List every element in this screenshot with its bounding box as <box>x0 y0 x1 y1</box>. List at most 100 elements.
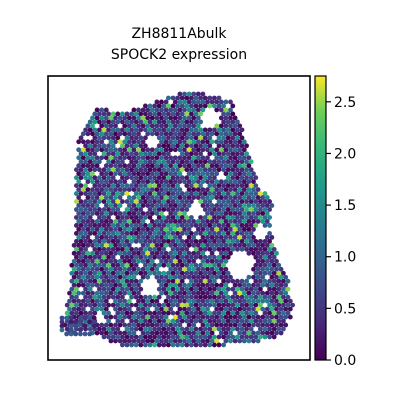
data-point <box>115 294 121 300</box>
data-point <box>163 290 169 296</box>
data-point <box>223 282 229 288</box>
data-point <box>156 143 162 149</box>
data-point <box>269 234 275 240</box>
data-point <box>166 103 171 109</box>
data-point <box>175 302 181 308</box>
data-point <box>76 179 82 185</box>
data-point <box>258 294 263 300</box>
data-point <box>241 330 247 336</box>
data-point <box>262 318 268 324</box>
data-point <box>223 250 229 256</box>
data-point <box>225 135 231 141</box>
data-point <box>80 298 86 304</box>
data-point <box>147 231 153 236</box>
data-point <box>68 315 74 321</box>
data-point <box>184 183 190 189</box>
data-point <box>283 290 289 296</box>
data-point <box>120 215 125 220</box>
data-point <box>131 227 137 232</box>
data-point <box>138 302 144 308</box>
data-point <box>110 223 116 228</box>
data-point <box>168 234 174 240</box>
data-point <box>207 223 213 228</box>
data-point <box>154 314 160 320</box>
data-point <box>149 179 155 185</box>
data-point <box>120 231 125 236</box>
data-point <box>189 95 194 101</box>
data-point <box>251 187 256 192</box>
data-point <box>218 123 224 129</box>
data-point <box>94 195 100 200</box>
data-point <box>117 298 123 304</box>
data-point <box>191 242 197 248</box>
data-point <box>122 234 128 240</box>
data-point <box>97 270 102 276</box>
data-point <box>191 290 197 296</box>
data-point <box>140 227 146 232</box>
data-point <box>97 246 102 252</box>
data-point <box>186 195 192 200</box>
data-point <box>94 282 100 288</box>
data-point <box>97 223 102 228</box>
data-point <box>177 314 183 320</box>
data-point <box>74 294 79 300</box>
data-point <box>106 135 111 141</box>
data-point <box>267 238 272 244</box>
data-point <box>228 314 233 320</box>
data-point <box>202 342 208 348</box>
data-point <box>246 274 252 280</box>
data-point <box>283 322 289 328</box>
data-point <box>271 302 277 308</box>
data-point <box>106 286 111 292</box>
data-point <box>71 250 77 256</box>
data-point <box>140 195 146 200</box>
data-point <box>101 238 107 244</box>
data-point <box>244 231 250 236</box>
data-point <box>115 159 121 165</box>
data-point <box>140 147 146 153</box>
data-point <box>101 215 107 220</box>
data-point <box>269 322 275 328</box>
data-point <box>145 306 151 312</box>
data-point <box>198 159 204 165</box>
data-point <box>129 254 135 260</box>
data-point <box>182 282 187 288</box>
data-point <box>168 107 174 113</box>
data-point <box>205 266 210 272</box>
data-point <box>223 123 229 129</box>
data-point <box>186 131 192 137</box>
data-point <box>223 163 229 169</box>
data-point <box>74 278 79 284</box>
data-point <box>90 179 95 185</box>
data-point <box>246 179 252 185</box>
data-point <box>170 310 176 316</box>
data-point <box>193 167 199 173</box>
data-point <box>191 107 197 113</box>
data-point <box>278 330 284 336</box>
data-point <box>255 290 261 296</box>
data-point <box>207 318 213 324</box>
data-point <box>246 242 252 248</box>
data-point <box>154 227 160 232</box>
data-point <box>129 143 135 149</box>
data-point <box>78 215 84 220</box>
data-point <box>133 223 139 228</box>
data-point <box>161 103 167 109</box>
data-point <box>221 342 227 348</box>
data-point <box>244 238 250 244</box>
data-point <box>241 171 247 177</box>
data-point <box>218 258 224 264</box>
data-point <box>136 266 141 272</box>
data-point <box>140 163 146 169</box>
data-point <box>161 119 167 125</box>
data-point <box>198 119 204 125</box>
data-point <box>140 314 146 320</box>
data-point <box>108 258 114 264</box>
data-point <box>166 223 171 228</box>
data-point <box>115 127 121 133</box>
data-point <box>69 302 75 308</box>
data-point <box>117 211 123 216</box>
data-point <box>83 302 88 308</box>
data-point <box>216 302 222 308</box>
data-point <box>101 326 107 332</box>
